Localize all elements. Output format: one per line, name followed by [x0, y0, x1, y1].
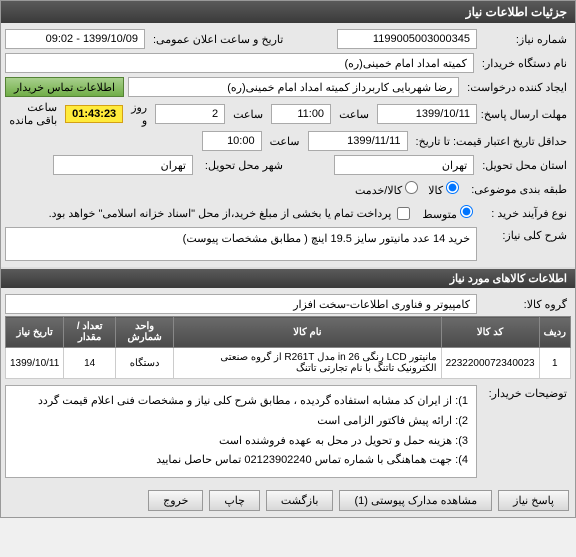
delivery-city-field — [53, 155, 193, 175]
contact-button[interactable]: اطلاعات تماس خریدار — [5, 77, 124, 97]
items-table: ردیف کد کالا نام کالا واحد شمارش تعداد /… — [5, 316, 571, 379]
process-note: پرداخت تمام یا بخشی از مبلغ خرید،از محل … — [49, 207, 392, 220]
need-number-label: شماره نیاز: — [481, 31, 571, 48]
details-panel: جزئیات اطلاعات نیاز شماره نیاز: تاریخ و … — [0, 0, 576, 518]
medium-radio[interactable] — [460, 205, 473, 218]
countdown-timer: 01:43:23 — [65, 105, 123, 123]
time-label-1: ساعت — [335, 108, 373, 121]
th-name: نام کالا — [174, 317, 441, 348]
delivery-city-label: شهر محل تحویل: — [197, 157, 287, 174]
th-code: کد کالا — [441, 317, 539, 348]
reply-button[interactable]: پاسخ نیاز — [498, 490, 569, 511]
note-4: 4): جهت هماهنگی با شماره تماس 0212390224… — [14, 451, 468, 471]
back-button[interactable]: بازگشت — [266, 490, 334, 511]
creator-label: ایجاد کننده درخواست: — [463, 79, 571, 96]
buyer-org-field — [5, 53, 474, 73]
days-field — [155, 104, 225, 124]
public-date-field — [5, 29, 145, 49]
attachments-button[interactable]: مشاهده مدارک پیوستی (1) — [339, 490, 492, 511]
treasury-checkbox-row: پرداخت تمام یا بخشی از مبلغ خرید،از محل … — [45, 205, 415, 222]
th-date: تاریخ نیاز — [6, 317, 64, 348]
th-qty: تعداد / مقدار — [64, 317, 116, 348]
type-radios: کالا کالا/خدمت — [351, 179, 463, 199]
cell-qty: 14 — [64, 348, 116, 379]
th-row: ردیف — [539, 317, 570, 348]
panel-title: جزئیات اطلاعات نیاز — [1, 1, 575, 23]
cell-row: 1 — [539, 348, 570, 379]
service-radio[interactable] — [405, 181, 418, 194]
group-label: گروه کالا: — [481, 296, 571, 313]
time-label-3: ساعت — [266, 135, 304, 148]
cell-name: مانیتور LCD رنگی 26 in مدل R261T از گروه… — [174, 348, 441, 379]
desc-label: شرح کلی نیاز: — [481, 227, 571, 244]
days-label: روز و — [127, 101, 151, 127]
notes-label: توضیحات خریدار: — [481, 385, 571, 402]
remaining-label: ساعت باقی مانده — [5, 101, 61, 127]
items-section-title: اطلاعات کالاهای مورد نیاز — [1, 269, 575, 288]
note-2: 2): ارائه پیش فاکتور الزامی است — [14, 412, 468, 432]
process-radios: متوسط — [418, 203, 477, 223]
delivery-state-field — [334, 155, 474, 175]
need-number-field — [337, 29, 477, 49]
process-label: نوع فرآیند خرید : — [481, 205, 571, 222]
public-date-label: تاریخ و ساعت اعلان عمومی: — [149, 31, 287, 48]
footer-buttons: پاسخ نیاز مشاهده مدارک پیوستی (1) بازگشت… — [1, 484, 575, 517]
goods-radio-label[interactable]: کالا — [428, 181, 459, 197]
deadline-date-field — [377, 104, 477, 124]
validity-date-field — [308, 131, 408, 151]
desc-field: خرید 14 عدد مانیتور سایز 19.5 اینچ ( مطا… — [5, 227, 477, 261]
service-radio-label[interactable]: کالا/خدمت — [355, 181, 418, 197]
note-3: 3): هزینه حمل و تحویل در محل به عهده فرو… — [14, 432, 468, 452]
deadline-time-field — [271, 104, 331, 124]
time-label-2: ساعت — [229, 108, 267, 121]
table-row: 1 2232200072340023 مانیتور LCD رنگی 26 i… — [6, 348, 571, 379]
form-section: شماره نیاز: تاریخ و ساعت اعلان عمومی: نا… — [1, 23, 575, 267]
creator-field — [128, 77, 459, 97]
cell-date: 1399/10/11 — [6, 348, 64, 379]
exit-button[interactable]: خروج — [148, 490, 203, 511]
delivery-state-label: استان محل تحویل: — [478, 157, 571, 174]
notes-box: 1): از ایران کد مشابه استفاده گردیده ، م… — [5, 385, 477, 478]
cell-code: 2232200072340023 — [441, 348, 539, 379]
group-field — [5, 294, 477, 314]
medium-radio-label[interactable]: متوسط — [422, 205, 473, 221]
th-unit: واحد شمارش — [116, 317, 174, 348]
print-button[interactable]: چاپ — [209, 490, 260, 511]
treasury-checkbox[interactable] — [397, 207, 410, 220]
cell-unit: دستگاه — [116, 348, 174, 379]
buyer-org-label: نام دستگاه خریدار: — [478, 55, 571, 72]
validity-label: حداقل تاریخ اعتبار قیمت: تا تاریخ: — [412, 133, 571, 150]
validity-time-field — [202, 131, 262, 151]
note-1: 1): از ایران کد مشابه استفاده گردیده ، م… — [14, 392, 468, 412]
goods-radio[interactable] — [446, 181, 459, 194]
budget-label: طبقه بندی موضوعی: — [467, 181, 571, 198]
deadline-label: مهلت ارسال پاسخ: — [481, 106, 571, 123]
